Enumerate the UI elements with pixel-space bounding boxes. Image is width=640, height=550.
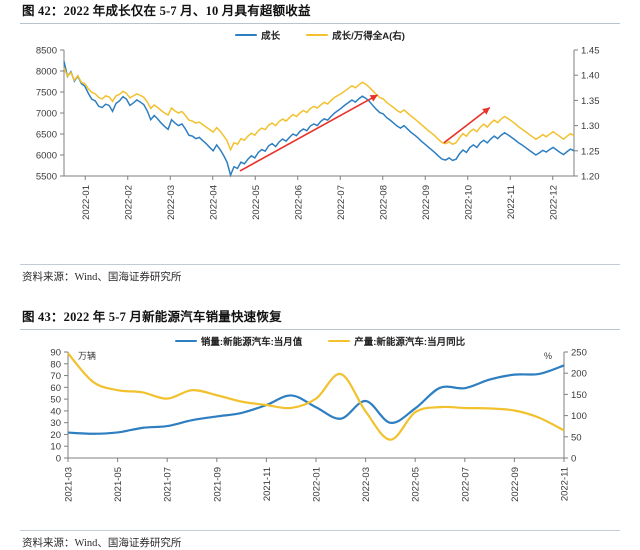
y-tick-label-left: 20 <box>50 430 61 441</box>
x-tick-label: 2022-07 <box>336 185 347 220</box>
figure-42: 图 42：2022 年成长仅在 5-7 月、10 月具有超额收益 成长 成长/万… <box>18 4 622 283</box>
y-tick-label-left: 50 <box>50 395 61 406</box>
y-tick-label-left: 40 <box>50 406 61 417</box>
y-tick-label-right: 50 <box>571 432 582 443</box>
y-tick-label-right: 1.20 <box>581 172 600 183</box>
x-tick-label: 2021-11 <box>262 467 273 501</box>
y-tick-label-left: 30 <box>50 418 61 429</box>
y-tick-label-left: 60 <box>50 383 61 394</box>
y-tick-label-left: 8500 <box>36 46 57 57</box>
y-tick-label-left: 5500 <box>36 172 57 183</box>
x-tick-label: 2022-09 <box>421 185 432 220</box>
uptrend-arrow-may-aug <box>239 94 379 172</box>
figure-42-source: 资料来源：Wind、国海证券研究所 <box>22 272 182 283</box>
figure-43-title: 图 43：2022 年 5-7 月新能源汽车销量快速恢复 <box>22 310 282 324</box>
y-tick-label-right: 1.30 <box>581 121 600 132</box>
y-tick-label-right: 1.45 <box>581 46 600 57</box>
x-tick-label: 2022-08 <box>378 185 389 220</box>
figure-42-chart: 5500 6000 6500 7000 7500 8000 8500 1.20 1.25 1.30… <box>36 46 600 220</box>
y-tick-label-left: 90 <box>50 348 61 359</box>
uptrend-arrow-october <box>443 106 491 144</box>
x-tick-label: 2021-07 <box>163 467 174 502</box>
series-line-1 <box>63 61 575 178</box>
y-tick-label-left: 10 <box>50 442 61 453</box>
figure-42-title-rule <box>20 23 620 24</box>
x-tick-label: 2022-09 <box>510 467 521 502</box>
x-tick-label: 2022-03 <box>166 185 177 220</box>
y-tick-label-right: 200 <box>571 369 587 380</box>
y-tick-label-left: 80 <box>50 359 61 370</box>
figure-43-title-rule <box>20 329 620 330</box>
x-tick-label: 2021-03 <box>64 467 75 502</box>
y-tick-label-left: 0 <box>56 454 61 465</box>
series-line-2 <box>63 67 575 152</box>
x-tick-label: 2022-11 <box>506 185 517 219</box>
y-tick-label-right: 150 <box>571 390 587 401</box>
x-tick-label: 2022-10 <box>463 185 474 220</box>
figure-42-plot-area: 成长 成长/万得全A(右) 5500 6000 6500 7000 7500 8000 85… <box>18 24 622 264</box>
x-tick-label: 2022-05 <box>251 185 262 220</box>
x-tick-label: 2022-05 <box>411 467 422 502</box>
uptrend-arrow-may-aug-head <box>369 94 378 102</box>
series-line-1 <box>67 364 565 435</box>
y-tick-label-right: 1.35 <box>581 96 600 107</box>
x-tick-label: 2021-09 <box>212 467 223 502</box>
x-tick-label: 2022-07 <box>460 467 471 502</box>
x-tick-label: 2022-01 <box>312 467 323 502</box>
y-tick-label-right: 100 <box>571 411 587 422</box>
figure-42-source-rule <box>20 264 620 265</box>
uptrend-arrow-october-head <box>482 107 490 115</box>
y-tick-label-left: 7500 <box>36 88 57 99</box>
x-tick-label: 2022-03 <box>361 467 372 502</box>
figure-43: 图 43：2022 年 5-7 月新能源汽车销量快速恢复 销量:新能源汽车:当月… <box>0 306 640 550</box>
x-tick-label: 2022-12 <box>548 185 559 220</box>
x-tick-label: 2022-01 <box>81 185 92 220</box>
figure-42-title: 图 42：2022 年成长仅在 5-7 月、10 月具有超额收益 <box>22 4 311 18</box>
series-line-2 <box>67 352 565 441</box>
y-tick-label-left: 70 <box>50 371 61 382</box>
y-tick-label-right: 1.40 <box>581 71 600 82</box>
x-tick-label: 2022-04 <box>208 185 219 220</box>
figure-43-source-rule <box>20 530 620 531</box>
right-axis-unit-label: % <box>544 351 552 361</box>
y-tick-label-left: 6500 <box>36 130 57 141</box>
y-tick-label-right: 1.25 <box>581 146 600 157</box>
x-tick-label: 2021-05 <box>113 467 124 502</box>
y-tick-label-right: 250 <box>571 348 587 359</box>
y-tick-label-left: 6000 <box>36 151 57 162</box>
figure-spacer <box>0 284 640 306</box>
x-tick-label: 2022-11 <box>560 467 571 501</box>
y-tick-label-right: 0 <box>571 454 576 465</box>
left-axis-unit-label: 万辆 <box>78 350 96 361</box>
y-tick-label-left: 8000 <box>36 67 57 78</box>
figure-43-source: 资料来源：Wind、国海证券研究所 <box>22 538 182 549</box>
figure-43-plot-area: 销量:新能源汽车:当月值 产量:新能源汽车:当月同比 0 10 20 30 40 50 60… <box>18 330 622 530</box>
x-tick-label: 2022-02 <box>123 185 134 220</box>
x-tick-label: 2022-06 <box>293 185 304 220</box>
y-tick-label-left: 7000 <box>36 109 57 120</box>
